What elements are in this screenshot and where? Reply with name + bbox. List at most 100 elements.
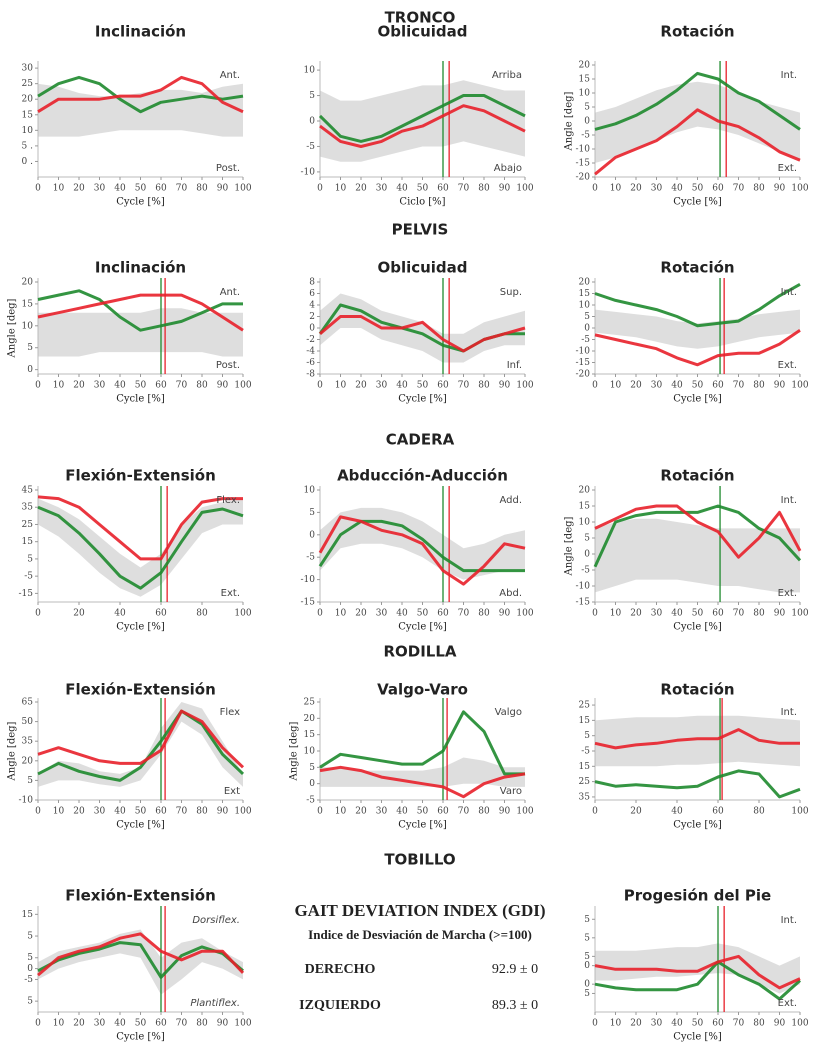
y-tick-label: 25 xyxy=(579,701,591,711)
x-tick-label: 20 xyxy=(73,609,85,619)
x-tick-label: 80 xyxy=(196,184,208,194)
y-tick-label: 5 xyxy=(27,932,33,942)
normal-band xyxy=(38,498,243,597)
chart-title: Oblicuidad xyxy=(377,259,467,277)
x-tick-label: 100 xyxy=(234,184,251,194)
y-tick-label: -6 xyxy=(306,358,315,368)
x-tick-label: 50 xyxy=(692,184,704,194)
x-tick-label: 100 xyxy=(516,184,533,194)
chart-title: Flexión-Extensión xyxy=(65,467,216,485)
x-tick-label: 20 xyxy=(630,609,642,619)
y-tick-label: -5 xyxy=(581,131,590,141)
x-tick-label: 0 xyxy=(317,184,323,194)
chart-title: Abducción-Aducción xyxy=(337,467,508,485)
y-axis-label: Angle [deg] xyxy=(289,721,300,781)
series-line xyxy=(319,104,526,148)
x-tick-label: 20 xyxy=(630,1019,642,1029)
x-tick-label: 0 xyxy=(592,381,598,391)
annotation: Ant. xyxy=(220,287,240,298)
x-tick-label: 90 xyxy=(499,807,511,817)
y-tick-label: 20 xyxy=(22,756,34,766)
y-tick-label: 65 xyxy=(22,698,34,708)
x-tick-label: 40 xyxy=(114,609,126,619)
x-tick-label: 100 xyxy=(516,807,533,817)
x-tick-label: 100 xyxy=(516,381,533,391)
y-tick-label: 0 xyxy=(309,324,315,334)
x-tick-label: 70 xyxy=(176,184,188,194)
x-tick-label: 20 xyxy=(630,381,642,391)
y-tick-label: 15 xyxy=(579,762,591,772)
annotation: Ext xyxy=(224,786,240,797)
y-tick-label: -10 xyxy=(576,145,591,155)
x-tick-label: 100 xyxy=(791,184,808,194)
x-tick-label: 10 xyxy=(335,381,347,391)
x-tick-label: 90 xyxy=(499,609,511,619)
x-axis-label: Cycle [%] xyxy=(673,197,722,208)
x-tick-label: 20 xyxy=(355,807,367,817)
x-tick-label: 20 xyxy=(630,807,642,817)
y-tick-label: -5 xyxy=(24,572,33,582)
y-tick-label: 20 xyxy=(579,61,591,71)
series-line xyxy=(318,519,525,573)
y-tick-label: 35 xyxy=(22,737,34,747)
x-tick-label: 60 xyxy=(437,381,449,391)
y-tick-label: 5 xyxy=(584,312,590,322)
x-tick-label: 50 xyxy=(135,807,147,817)
normal-band xyxy=(320,757,525,787)
chart-title: Rotación xyxy=(660,23,734,41)
y-tick-label: -15 xyxy=(301,598,316,608)
normal-band xyxy=(320,293,525,363)
series-line xyxy=(594,504,802,559)
x-tick-label: 10 xyxy=(610,1019,622,1029)
x-tick-label: 90 xyxy=(217,807,229,817)
x-tick-label: 40 xyxy=(396,807,408,817)
x-tick-label: 0 xyxy=(592,1019,598,1029)
x-tick-label: 10 xyxy=(335,184,347,194)
series-line xyxy=(594,960,802,1001)
section-title: RODILLA xyxy=(383,643,456,661)
y-tick-label: 35 xyxy=(579,792,591,802)
y-tick-label: 5 xyxy=(584,534,590,544)
x-tick-label: 80 xyxy=(478,381,490,391)
x-tick-label: 0 xyxy=(35,184,41,194)
y-tick-label: -10 xyxy=(301,167,316,177)
annotation: Abd. xyxy=(499,588,522,599)
y-tick-label: 15 xyxy=(22,110,34,120)
gdi-subtitle: Indice de Desviación de Marcha (>=100) xyxy=(308,927,532,942)
normal-band xyxy=(595,715,800,767)
x-tick-label: 10 xyxy=(610,184,622,194)
x-tick-label: 30 xyxy=(94,381,106,391)
x-tick-label: 0 xyxy=(317,807,323,817)
x-tick-label: 80 xyxy=(196,1019,208,1029)
annotation: Flex. xyxy=(216,495,240,506)
x-tick-label: 70 xyxy=(733,381,745,391)
y-tick-label: 10 xyxy=(579,301,591,311)
annotation: Sup. xyxy=(500,287,522,298)
x-tick-label: 40 xyxy=(671,381,683,391)
x-tick-label: 70 xyxy=(176,807,188,817)
y-tick-label: 20 xyxy=(579,278,591,288)
y-tick-label: 20 xyxy=(22,278,34,288)
x-tick-label: 80 xyxy=(753,807,765,817)
x-tick-label: 60 xyxy=(437,807,449,817)
chart-title: Flexión-Extensión xyxy=(65,681,216,699)
x-tick-label: 50 xyxy=(692,1019,704,1029)
x-tick-label: 80 xyxy=(753,381,765,391)
series-line xyxy=(319,710,525,776)
x-tick-label: 100 xyxy=(516,609,533,619)
x-axis-label: Cycle [%] xyxy=(673,394,722,405)
x-tick-label: 10 xyxy=(335,609,347,619)
x-axis-label: Cycle [%] xyxy=(116,394,165,405)
y-tick-label: -5 xyxy=(581,566,590,576)
series-line xyxy=(594,108,801,176)
x-tick-label: 50 xyxy=(417,807,429,817)
y-axis-label: Angle [deg] xyxy=(7,721,18,781)
annotation: Ext. xyxy=(778,588,797,599)
y-tick-label: -5 xyxy=(24,975,33,985)
y-tick-label: 0 xyxy=(584,550,590,560)
x-tick-label: 80 xyxy=(196,381,208,391)
series-line xyxy=(594,282,801,328)
series-line xyxy=(37,505,244,590)
x-tick-label: 50 xyxy=(135,184,147,194)
